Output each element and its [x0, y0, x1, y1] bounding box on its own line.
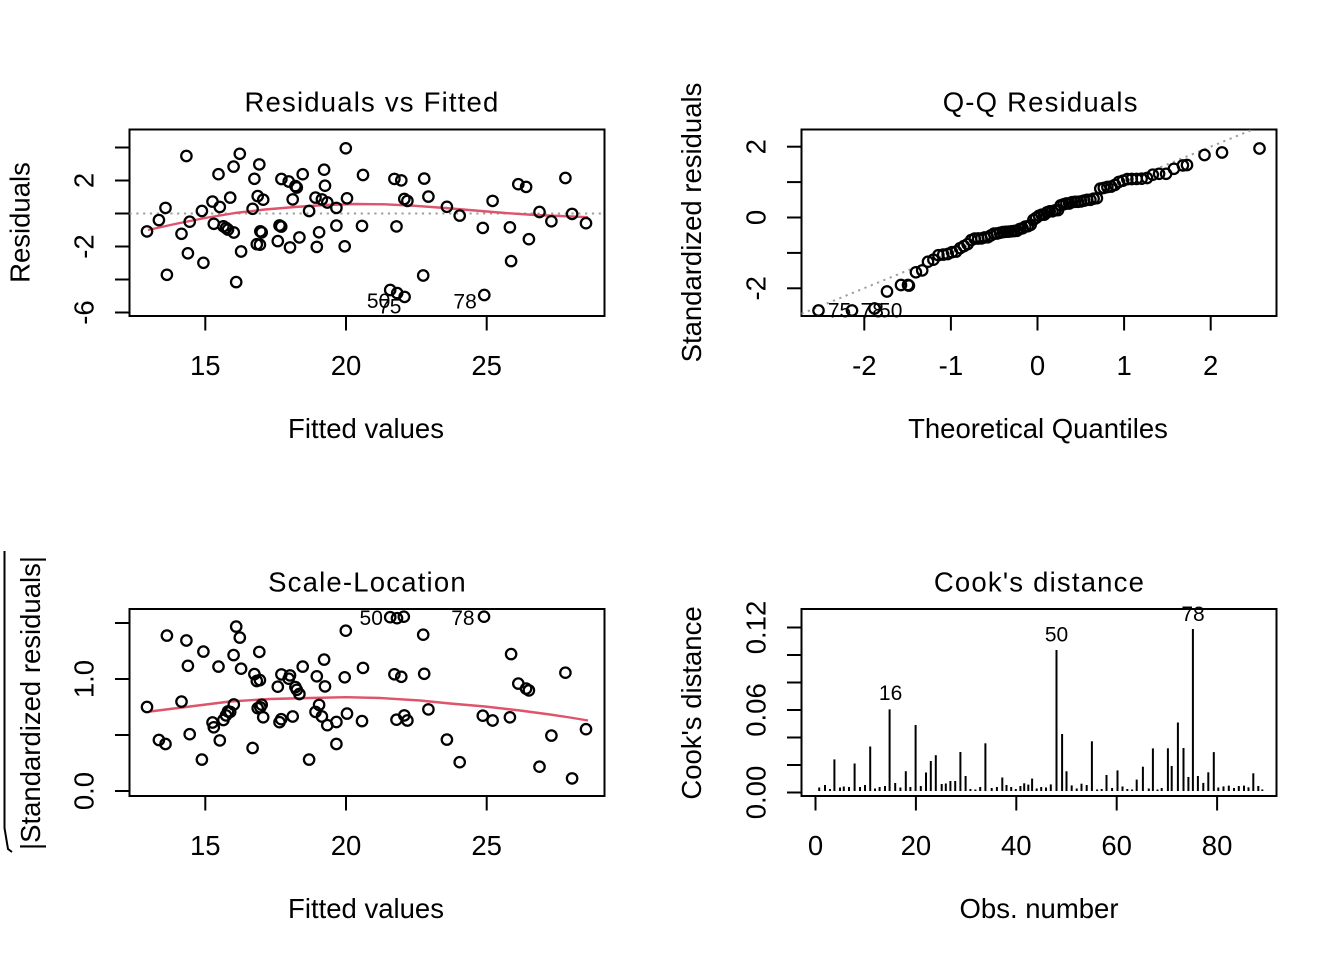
svg-text:15: 15: [190, 350, 221, 381]
svg-text:Q-Q Residuals: Q-Q Residuals: [943, 86, 1139, 117]
svg-text:-2: -2: [69, 234, 100, 258]
svg-text:-6: -6: [69, 300, 100, 324]
svg-text:50: 50: [879, 299, 902, 322]
svg-text:50: 50: [360, 607, 383, 630]
svg-text:0: 0: [741, 210, 772, 225]
svg-text:Obs. number: Obs. number: [960, 893, 1119, 924]
svg-text:Theoretical Quantiles: Theoretical Quantiles: [908, 413, 1168, 444]
svg-text:80: 80: [1202, 830, 1233, 861]
svg-text:1.0: 1.0: [69, 660, 100, 698]
svg-text:Cook's distance: Cook's distance: [676, 606, 707, 799]
svg-text:20: 20: [901, 830, 932, 861]
svg-text:40: 40: [1001, 830, 1032, 861]
svg-text:-2: -2: [741, 276, 772, 300]
svg-text:0.12: 0.12: [741, 601, 772, 655]
svg-text:78: 78: [861, 299, 884, 322]
svg-text:78: 78: [453, 291, 476, 314]
svg-text:15: 15: [190, 830, 221, 861]
svg-text:|Standardized residuals|: |Standardized residuals|: [15, 556, 46, 850]
svg-text:0.0: 0.0: [69, 772, 100, 810]
svg-text:50: 50: [1045, 624, 1068, 647]
svg-text:25: 25: [471, 350, 502, 381]
svg-text:25: 25: [471, 830, 502, 861]
svg-text:75: 75: [378, 296, 401, 319]
svg-text:-2: -2: [852, 350, 876, 381]
svg-text:78: 78: [451, 607, 474, 630]
svg-text:16: 16: [879, 682, 902, 705]
svg-text:0: 0: [808, 830, 823, 861]
svg-text:Fitted values: Fitted values: [288, 413, 444, 444]
svg-text:2: 2: [69, 173, 100, 188]
svg-text:0: 0: [1030, 350, 1045, 381]
svg-text:20: 20: [331, 830, 362, 861]
svg-text:2: 2: [741, 139, 772, 154]
svg-text:60: 60: [1101, 830, 1132, 861]
svg-text:Residuals vs Fitted: Residuals vs Fitted: [244, 86, 499, 117]
svg-text:1: 1: [1116, 350, 1131, 381]
svg-text:2: 2: [1203, 350, 1218, 381]
svg-text:20: 20: [331, 350, 362, 381]
svg-text:78: 78: [1181, 603, 1204, 626]
svg-text:Residuals: Residuals: [5, 162, 36, 283]
svg-text:50: 50: [367, 290, 390, 313]
svg-text:Cook's distance: Cook's distance: [934, 566, 1145, 597]
svg-text:Standardized residuals: Standardized residuals: [676, 83, 707, 363]
svg-text:Fitted values: Fitted values: [288, 893, 444, 924]
svg-text:-1: -1: [939, 350, 963, 381]
svg-text:75: 75: [828, 299, 851, 322]
svg-text:0.00: 0.00: [741, 766, 772, 820]
svg-text:0.06: 0.06: [741, 683, 772, 737]
svg-text:Scale-Location: Scale-Location: [268, 566, 467, 597]
